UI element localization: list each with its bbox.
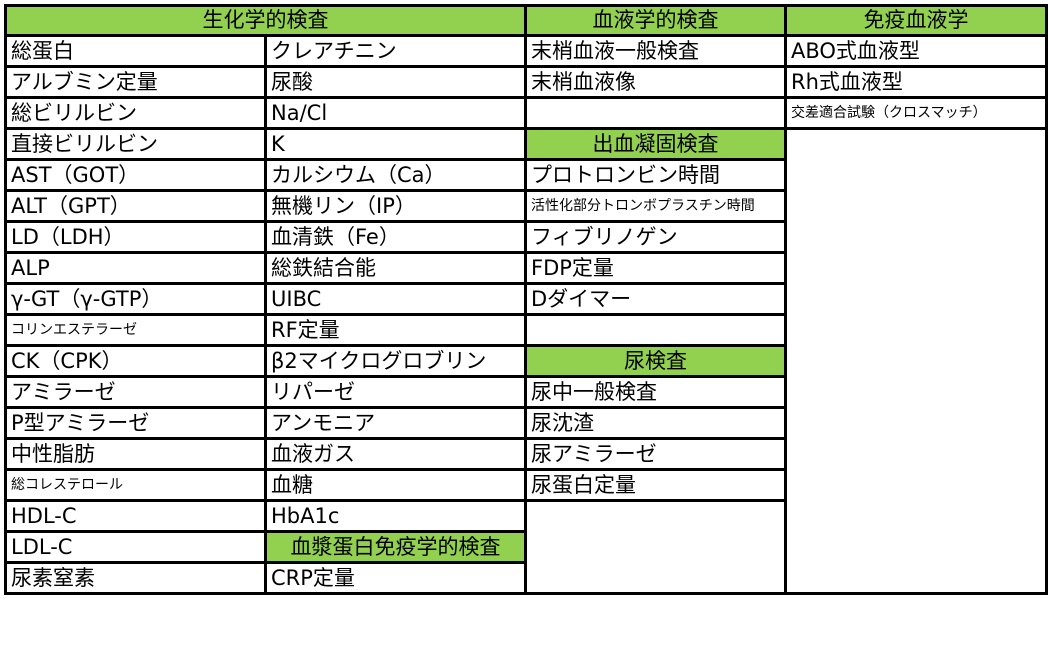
- test-item-cell: FDP定量: [524, 251, 787, 285]
- test-item-cell: ALT（GPT）: [4, 189, 267, 223]
- test-item-cell: 交差適合試験（クロスマッチ）: [784, 96, 1048, 130]
- test-item-cell: ABO式血液型: [784, 34, 1048, 68]
- test-item-cell: AST（GOT）: [4, 158, 267, 192]
- empty-cell: [524, 499, 787, 595]
- table-row: 総ビリルビン Na/Cl 交差適合試験（クロスマッチ）: [4, 96, 1048, 130]
- test-item-cell: K: [264, 127, 527, 161]
- empty-cell: [524, 313, 787, 347]
- table-row: 総コレステロール 血糖 尿蛋白定量: [4, 468, 1047, 502]
- test-item-cell: 尿蛋白定量: [524, 468, 787, 502]
- section-header-biochem: 生化学的検査: [4, 4, 527, 37]
- table-row: 直接ビリルビン K 出血凝固検査: [4, 127, 1048, 595]
- test-list-table: 生化学的検査 血液学的検査 免疫血液学 総蛋白 クレアチニン 末梢血液一般検査 ABO式血液…: [4, 4, 1048, 595]
- test-item-cell: Rh式血液型: [784, 65, 1048, 99]
- empty-cell: [524, 96, 787, 130]
- test-item-cell: UIBC: [264, 282, 527, 316]
- section-header-coagulation: 出血凝固検査: [524, 127, 787, 161]
- test-item-cell: 総蛋白: [4, 34, 267, 68]
- test-item-cell: 直接ビリルビン: [4, 127, 267, 161]
- test-item-cell: β2マイクログロブリン: [264, 344, 527, 378]
- test-item-cell: 中性脂肪: [4, 437, 267, 471]
- table-row: γ-GT（γ-GTP） UIBC Dダイマー: [4, 282, 1047, 316]
- section-header-hematology: 血液学的検査: [524, 4, 787, 37]
- test-item-cell: Dダイマー: [524, 282, 787, 316]
- test-item-cell: Na/Cl: [264, 96, 527, 130]
- test-item-cell: LD（LDH）: [4, 220, 267, 254]
- table-row: 総蛋白 クレアチニン 末梢血液一般検査 ABO式血液型: [4, 34, 1048, 68]
- test-item-cell: コリンエステラーゼ: [4, 313, 267, 347]
- test-item-cell: 血液ガス: [264, 437, 527, 471]
- test-item-cell: 末梢血液一般検査: [524, 34, 787, 68]
- test-item-cell: プロトロンビン時間: [524, 158, 787, 192]
- table-row: LDL-C 血漿蛋白免疫学的検査: [4, 530, 1047, 564]
- test-item-cell: アルブミン定量: [4, 65, 267, 99]
- table-row: コリンエステラーゼ RF定量: [4, 313, 1047, 347]
- test-item-cell: クレアチニン: [264, 34, 527, 68]
- table-row: 中性脂肪 血液ガス 尿アミラーゼ: [4, 437, 1047, 471]
- test-item-cell: 総コレステロール: [4, 468, 267, 502]
- test-item-cell: カルシウム（Ca）: [264, 158, 527, 192]
- table-row: ALP 総鉄結合能 FDP定量: [4, 251, 1047, 285]
- test-item-cell: 尿アミラーゼ: [524, 437, 787, 471]
- test-item-cell: CRP定量: [264, 561, 527, 595]
- test-item-cell: γ-GT（γ-GTP）: [4, 282, 267, 316]
- test-item-cell: 尿中一般検査: [524, 375, 787, 409]
- table-row: アミラーゼ リパーゼ 尿中一般検査: [4, 375, 1047, 409]
- section-header-immuno-hematology: 免疫血液学: [784, 4, 1048, 37]
- test-item-cell: 総ビリルビン: [4, 96, 267, 130]
- test-item-cell: HDL-C: [4, 499, 267, 533]
- test-item-cell: HbA1c: [264, 499, 527, 533]
- table-row: 尿素窒素 CRP定量: [4, 561, 1047, 595]
- section-header-urine: 尿検査: [524, 344, 787, 378]
- test-item-cell: アミラーゼ: [4, 375, 267, 409]
- table-row: LD（LDH） 血清鉄（Fe） フィブリノゲン: [4, 220, 1047, 254]
- section-header-plasma: 血漿蛋白免疫学的検査: [264, 530, 527, 564]
- test-item-cell: 無機リン（IP）: [264, 189, 527, 223]
- test-item-cell: フィブリノゲン: [524, 220, 787, 254]
- test-item-cell: 尿沈渣: [524, 406, 787, 440]
- test-item-cell: CK（CPK）: [4, 344, 267, 378]
- test-item-cell: 末梢血液像: [524, 65, 787, 99]
- test-item-cell: アンモニア: [264, 406, 527, 440]
- table-row: CK（CPK） β2マイクログロブリン 尿検査: [4, 344, 1047, 378]
- header-row: 生化学的検査 血液学的検査 免疫血液学: [4, 4, 1048, 37]
- test-item-cell: 活性化部分トロンボプラスチン時間: [524, 189, 787, 223]
- test-item-cell: P型アミラーゼ: [4, 406, 267, 440]
- test-item-cell: 尿酸: [264, 65, 527, 99]
- table-row: アルブミン定量 尿酸 末梢血液像 Rh式血液型: [4, 65, 1048, 99]
- table-row: P型アミラーゼ アンモニア 尿沈渣: [4, 406, 1047, 440]
- empty-cell: [784, 127, 1048, 595]
- table-row: HDL-C HbA1c: [4, 499, 1047, 595]
- table-row: ALT（GPT） 無機リン（IP） 活性化部分トロンボプラスチン時間: [4, 189, 1047, 223]
- test-item-cell: リパーゼ: [264, 375, 527, 409]
- test-item-cell: 血清鉄（Fe）: [264, 220, 527, 254]
- test-item-cell: RF定量: [264, 313, 527, 347]
- test-item-cell: 総鉄結合能: [264, 251, 527, 285]
- test-item-cell: 血糖: [264, 468, 527, 502]
- test-item-cell: LDL-C: [4, 530, 267, 564]
- test-item-cell: 尿素窒素: [4, 561, 267, 595]
- test-item-cell: ALP: [4, 251, 267, 285]
- table-row: AST（GOT） カルシウム（Ca） プロトロンビン時間: [4, 158, 1047, 192]
